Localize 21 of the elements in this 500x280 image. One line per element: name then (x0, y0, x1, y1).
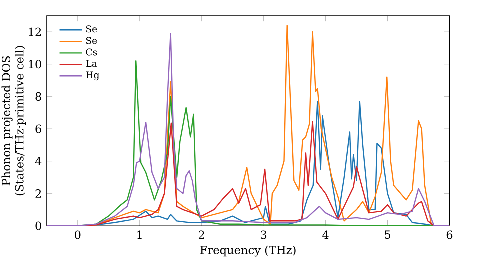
x-tick-label: 3 (261, 230, 267, 240)
x-tick-label: 0 (75, 230, 81, 240)
y-tick-label: 12 (29, 28, 42, 36)
x-tick-label: 6 (446, 230, 453, 240)
x-tick-label: 4 (322, 230, 329, 240)
y-tick-label: 4 (35, 157, 42, 166)
x-axis-title: Frequency (THz) (200, 246, 296, 257)
legend-label: Se (86, 26, 98, 33)
legend-label: La (86, 60, 98, 68)
legend-label: Cs (86, 48, 98, 56)
x-tick-label: 1 (138, 230, 142, 240)
y-tick-label: 6 (36, 124, 42, 134)
x-tick-label: 2 (198, 230, 204, 240)
y-axis-title: Phonon projected DOS (States/THz·primitive cell) (2, 46, 26, 196)
y-tick-label: 8 (36, 92, 42, 101)
y-tick-label: 10 (29, 60, 42, 69)
x-tick-label: 5 (385, 230, 390, 240)
legend-label: Hg (86, 72, 100, 81)
y-tick-label: 2 (36, 189, 42, 198)
y-tick-label: 0 (36, 222, 42, 230)
legend-label: Se (86, 37, 98, 44)
